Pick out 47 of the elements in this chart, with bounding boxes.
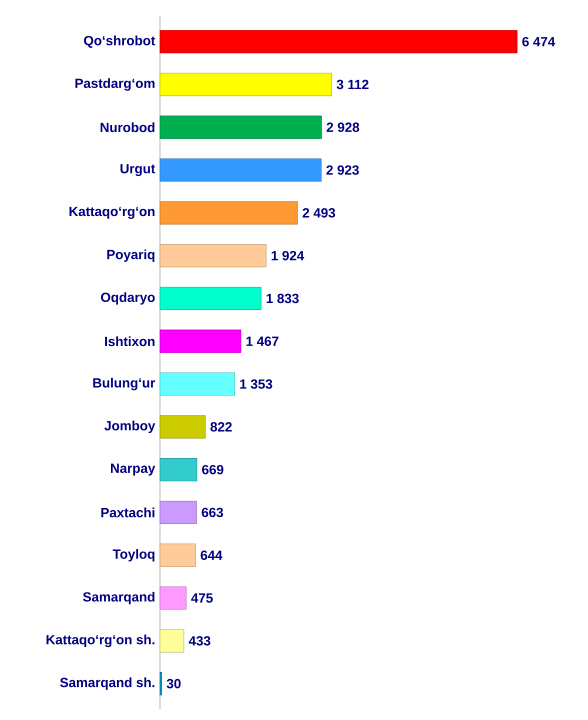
y-tick-label: Kattaqo‘rg‘on sh. — [46, 634, 154, 648]
y-tick-label: Paxtachi — [101, 508, 154, 518]
y-tick-label: Bulung‘ur — [93, 378, 156, 390]
y-tick-label: Toyloq — [112, 549, 154, 562]
bar — [160, 586, 186, 610]
y-tick-label: Urgut — [120, 164, 156, 176]
data-label: 30 — [166, 678, 181, 688]
bar — [160, 201, 298, 224]
bar — [160, 286, 262, 310]
data-label: 2 928 — [326, 122, 360, 132]
bar — [160, 30, 518, 54]
bar — [160, 372, 235, 396]
bar — [160, 330, 242, 353]
y-tick-label: Jomboy — [104, 420, 156, 434]
data-label: 644 — [200, 550, 222, 560]
data-label: 669 — [202, 464, 224, 474]
bar — [160, 72, 332, 96]
data-label: 1 924 — [272, 250, 304, 260]
y-tick-label: Kattaqo‘rg‘on — [70, 206, 154, 219]
bar — [160, 500, 197, 524]
data-label: 433 — [188, 636, 210, 646]
data-label: 2 493 — [302, 208, 336, 218]
data-label: 1 353 — [240, 379, 272, 389]
data-label: 6 474 — [522, 36, 556, 46]
data-label: 475 — [191, 593, 213, 603]
y-tick-label: Oqdaryo — [101, 292, 155, 305]
data-label: 663 — [202, 508, 224, 518]
data-label: 2 923 — [326, 165, 359, 175]
data-label: 3 112 — [336, 80, 368, 90]
y-tick-label: Nurobod — [100, 122, 154, 132]
bar — [160, 415, 206, 438]
bar — [160, 116, 322, 139]
y-tick-label: Narpay — [110, 464, 156, 476]
bar — [160, 244, 266, 268]
bar — [160, 629, 184, 652]
data-label: 1 833 — [266, 294, 299, 304]
bar — [160, 458, 198, 482]
bar — [160, 544, 196, 567]
y-tick-label: Samarqand sh. — [60, 677, 154, 690]
bar — [160, 158, 322, 182]
y-tick-label: Samarqand — [83, 592, 154, 604]
data-label: 822 — [210, 422, 232, 432]
y-tick-label: Qo‘shrobot — [84, 36, 156, 48]
y-tick-label: Poyariq — [107, 249, 154, 262]
data-label: 1 467 — [246, 336, 278, 346]
y-tick-label: Pastdarg‘om — [75, 78, 154, 91]
y-tick-label: Ishtixon — [105, 336, 154, 346]
